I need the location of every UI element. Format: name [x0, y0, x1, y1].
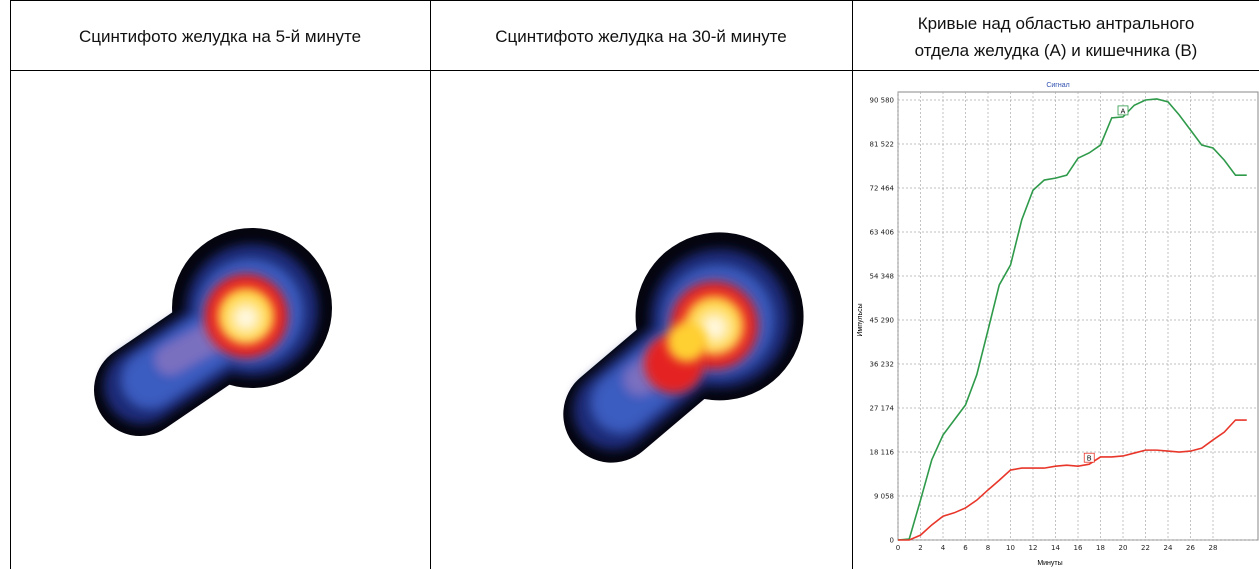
data-line — [898, 420, 1247, 540]
header-cell: Сцинтифото желудка на 5-й минуте — [79, 27, 361, 46]
header-cell: отдела желудка (А) и кишечника (В) — [915, 41, 1198, 60]
x-tick-label: 4 — [941, 544, 946, 552]
x-tick-label: 28 — [1209, 544, 1218, 552]
x-tick-label: 0 — [896, 544, 900, 552]
header-cell: Сцинтифото желудка на 30-й минуте — [495, 27, 787, 46]
y-tick-label: 18 116 — [870, 449, 895, 457]
y-tick-label: 72 464 — [870, 185, 895, 193]
x-tick-label: 12 — [1029, 544, 1038, 552]
y-tick-label: 9 058 — [874, 493, 894, 501]
figure-table: Сцинтифото желудка на 5-й минуте Сцинтиф… — [0, 0, 1259, 569]
y-tick-label: 27 174 — [870, 405, 895, 413]
y-tick-label: 36 232 — [870, 361, 895, 369]
x-tick-label: 10 — [1006, 544, 1015, 552]
series-tag: A — [1121, 108, 1126, 115]
data-line — [898, 99, 1247, 540]
x-tick-label: 24 — [1164, 544, 1173, 552]
y-tick-label: 90 580 — [870, 97, 895, 105]
y-axis-label: Импульсы — [857, 303, 864, 336]
y-tick-label: 54 348 — [870, 273, 895, 281]
x-tick-label: 20 — [1119, 544, 1128, 552]
x-axis-label: Минуты — [1037, 560, 1062, 567]
x-tick-label: 2 — [918, 544, 922, 552]
scintigram-5min — [140, 228, 332, 390]
x-tick-label: 26 — [1186, 544, 1195, 552]
chart: Сигнал Импульсы Минуты 0 9 058 18 116 27 174 36… — [857, 82, 1258, 567]
header-cell: Кривые над областью антрального — [918, 14, 1195, 33]
x-tick-label: 18 — [1096, 544, 1105, 552]
y-tick-label: 0 — [890, 537, 894, 545]
x-tick-label: 22 — [1141, 544, 1150, 552]
x-tick-label: 6 — [963, 544, 968, 552]
y-tick-label: 81 522 — [870, 141, 895, 149]
y-tick-label: 45 290 — [870, 317, 895, 325]
series-tag: B — [1087, 456, 1092, 463]
x-tick-label: 16 — [1074, 544, 1083, 552]
scintigram-30min — [594, 224, 812, 414]
page: Сцинтифото желудка на 5-й минуте Сцинтиф… — [0, 0, 1259, 569]
x-tick-label: 14 — [1051, 544, 1060, 552]
y-tick-label: 63 406 — [870, 229, 895, 237]
chart-title: Сигнал — [1046, 82, 1069, 89]
x-tick-label: 8 — [986, 544, 990, 552]
